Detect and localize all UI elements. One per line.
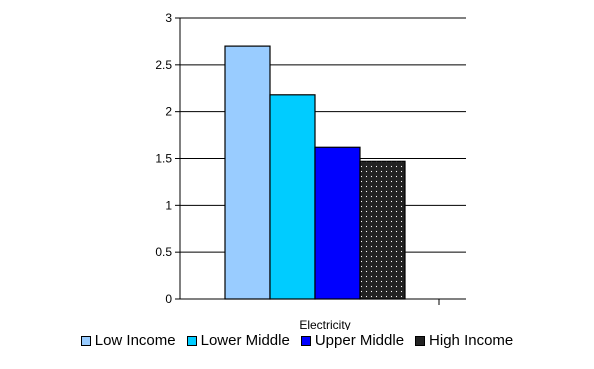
bar-upper-middle [314,146,361,300]
legend-swatch-high-income [415,335,426,346]
bar-chart: 0 0.5 1 1.5 2 2.5 3 Electricity [155,11,466,330]
legend-label-upper-middle: Upper Middle [314,332,405,349]
bar-lower-middle [269,94,316,300]
y-tick-labels: 0 0.5 1 1.5 2 2.5 3 [155,11,172,306]
y-tick-label: 0.5 [155,245,172,259]
y-tick-label: 1.5 [155,152,172,166]
legend-label-high-income: High Income [429,332,514,349]
legend-item-lower-middle: Lower Middle [186,332,290,349]
legend-swatch-upper-middle [300,335,311,346]
legend-label-low-income: Low Income [94,332,176,349]
x-category-label: Electricity [299,318,350,330]
y-tick-label: 2.5 [155,58,172,72]
legend-label-lower-middle: Lower Middle [200,332,290,349]
legend: Low Income Lower Middle Upper Middle Hig… [0,332,594,349]
legend-swatch-lower-middle [186,335,197,346]
y-tick-label: 1 [165,198,172,212]
bars [224,45,406,300]
legend-swatch-low-income [80,335,91,346]
legend-item-high-income: High Income [415,332,513,349]
legend-item-upper-middle: Upper Middle [300,332,405,349]
legend-item-low-income: Low Income [80,332,176,349]
bar-high-income [359,160,406,300]
y-tick-label: 0 [165,292,172,306]
y-tick-label: 2 [165,105,172,119]
bar-low-income [224,45,271,300]
y-tick-label: 3 [165,11,172,25]
